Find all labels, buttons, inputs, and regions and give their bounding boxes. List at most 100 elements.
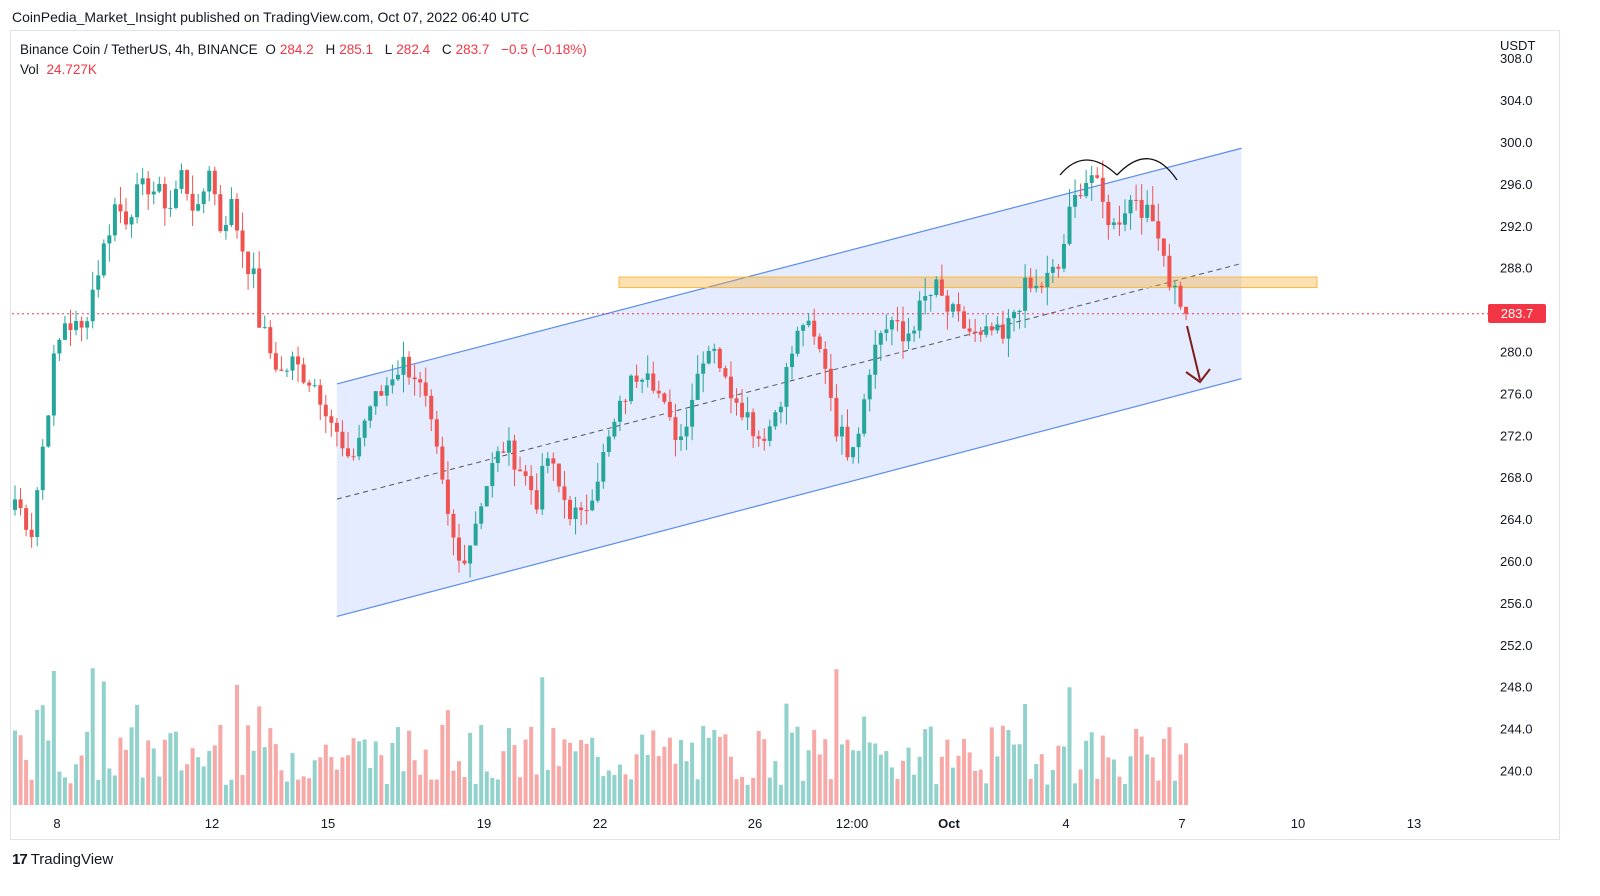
candle-body bbox=[434, 419, 439, 447]
candle-body bbox=[323, 404, 328, 417]
volume-bar bbox=[235, 684, 239, 805]
candle-body bbox=[745, 412, 750, 418]
volume-bar bbox=[1111, 759, 1116, 805]
volume-bar bbox=[390, 742, 395, 805]
volume-bar bbox=[878, 754, 883, 805]
volume-bar bbox=[223, 784, 228, 805]
candle-body bbox=[362, 420, 367, 438]
candle-body bbox=[1106, 201, 1111, 226]
volume-bar bbox=[773, 761, 778, 805]
volume-bar bbox=[1073, 783, 1078, 805]
legend-open-label: O bbox=[265, 42, 276, 57]
volume-bar bbox=[590, 737, 595, 805]
candle-body bbox=[457, 537, 461, 561]
candle-body bbox=[878, 333, 883, 345]
volume-bar bbox=[551, 728, 556, 805]
volume-bar bbox=[112, 775, 117, 805]
volume-bar bbox=[129, 727, 134, 805]
volume-bar bbox=[934, 784, 939, 805]
volume-bar bbox=[1034, 763, 1039, 805]
volume-bar bbox=[540, 677, 545, 805]
volume-bar bbox=[96, 779, 101, 805]
candle-body bbox=[601, 452, 606, 482]
candle-body bbox=[235, 198, 239, 231]
volume-bar bbox=[468, 732, 473, 805]
volume-bar bbox=[778, 784, 783, 805]
candle-body bbox=[623, 400, 628, 402]
volume-bar bbox=[268, 728, 273, 805]
candle-body bbox=[290, 356, 295, 371]
legend-high: 285.1 bbox=[339, 42, 374, 57]
candle-body bbox=[701, 363, 706, 374]
volume-bar bbox=[484, 771, 489, 805]
candle-body bbox=[995, 324, 1000, 331]
candle-body bbox=[667, 401, 672, 418]
candle-body bbox=[573, 507, 578, 520]
candle-body bbox=[950, 304, 955, 312]
x-tick-label: 12 bbox=[205, 816, 219, 831]
y-tick-label: 244.0 bbox=[1500, 722, 1533, 737]
candle-body bbox=[1073, 195, 1078, 207]
candle-body bbox=[18, 499, 23, 509]
candle-body bbox=[1172, 285, 1177, 288]
volume-bar bbox=[284, 781, 289, 805]
candle-body bbox=[945, 295, 950, 312]
volume-bar bbox=[767, 777, 772, 805]
volume-bar bbox=[262, 747, 267, 805]
legend-row-volume: Vol 24.727K bbox=[20, 60, 591, 80]
candle-body bbox=[906, 333, 911, 342]
candle-body bbox=[612, 421, 617, 437]
volume-bar bbox=[46, 740, 51, 805]
candle-body bbox=[812, 320, 817, 337]
volume-bar bbox=[490, 777, 495, 805]
legend-symbol[interactable]: Binance Coin / TetherUS, 4h, BINANCE bbox=[20, 42, 258, 57]
candle-body bbox=[129, 217, 134, 225]
candle-body bbox=[756, 436, 761, 439]
candle-body bbox=[867, 374, 872, 400]
legend-high-label: H bbox=[325, 42, 336, 57]
volume-bar bbox=[501, 751, 506, 805]
volume-bar bbox=[867, 742, 872, 805]
volume-bar bbox=[35, 709, 40, 805]
y-tick-label: 280.0 bbox=[1500, 345, 1533, 360]
volume-bar bbox=[1178, 754, 1183, 805]
candle-body bbox=[268, 327, 273, 354]
volume-bar bbox=[1039, 754, 1044, 805]
volume-bar bbox=[1134, 728, 1139, 805]
candle-body bbox=[656, 390, 661, 394]
volume-bar bbox=[723, 734, 728, 805]
volume-bar bbox=[162, 739, 167, 805]
volume-bar bbox=[556, 766, 561, 805]
volume-bar bbox=[1017, 744, 1022, 805]
y-tick-label: 240.0 bbox=[1500, 764, 1533, 779]
volume-bar bbox=[1067, 687, 1072, 805]
candle-body bbox=[817, 336, 822, 350]
currency-label[interactable]: USDT bbox=[1500, 38, 1536, 53]
volume-bar bbox=[1161, 738, 1166, 805]
volume-bar bbox=[684, 761, 689, 805]
volume-bar bbox=[790, 732, 794, 805]
volume-bar bbox=[784, 703, 789, 805]
volume-bar bbox=[845, 739, 850, 805]
volume-bar bbox=[318, 757, 323, 805]
volume-bar bbox=[1123, 783, 1127, 805]
candle-body bbox=[723, 368, 728, 377]
volume-bar bbox=[889, 767, 894, 805]
candle-body bbox=[839, 426, 844, 437]
candle-body bbox=[101, 243, 106, 276]
volume-bars bbox=[13, 668, 1189, 805]
legend-vol-label[interactable]: Vol bbox=[20, 62, 39, 77]
volume-bar bbox=[856, 750, 861, 805]
volume-bar bbox=[523, 739, 528, 805]
volume-bar bbox=[457, 761, 461, 805]
candle-body bbox=[451, 513, 456, 538]
publisher-line: CoinPedia_Market_Insight published on Tr… bbox=[12, 9, 530, 25]
footer-brand-group[interactable]: 17 TradingView bbox=[12, 851, 113, 868]
candle-body bbox=[35, 490, 40, 538]
volume-bar bbox=[806, 750, 811, 805]
volume-bar bbox=[312, 760, 317, 805]
candle-body bbox=[873, 344, 878, 375]
candle-body bbox=[634, 375, 639, 382]
price-tag: 283.7 bbox=[1501, 306, 1534, 321]
